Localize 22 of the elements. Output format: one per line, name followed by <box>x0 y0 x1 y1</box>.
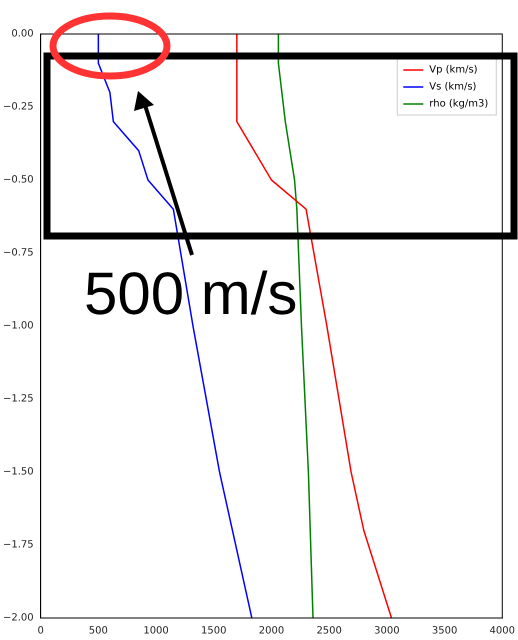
x-tick-label: 4000 <box>490 626 515 637</box>
x-tick-label: 1500 <box>201 626 226 637</box>
y-tick-label: −2.00 <box>2 612 34 624</box>
y-tick-label: −0.75 <box>2 248 34 259</box>
x-tick-label: 3500 <box>432 626 458 637</box>
legend-label: Vs (km/s) <box>429 82 477 93</box>
y-tick-label: −0.50 <box>2 174 34 186</box>
y-tick-label: −1.75 <box>2 540 34 551</box>
y-tick-label: −1.00 <box>2 320 34 332</box>
y-tick-label: −1.50 <box>2 466 34 478</box>
x-tick-label: 1000 <box>143 626 169 637</box>
legend-label: rho (kg/m3) <box>429 98 488 110</box>
y-tick-label: 0.00 <box>11 28 34 40</box>
y-tick-label: −1.25 <box>2 394 34 405</box>
y-tick-label: −0.25 <box>2 102 34 113</box>
x-tick-label: 2500 <box>316 626 342 637</box>
x-tick-label: 500 <box>88 626 108 637</box>
annotation: 500 m/s <box>84 260 298 327</box>
x-tick-label: 3000 <box>374 626 400 637</box>
x-tick-label: 0 <box>37 626 44 637</box>
x-tick-label: 2000 <box>258 626 284 637</box>
legend-label: Vp (km/s) <box>429 64 478 76</box>
